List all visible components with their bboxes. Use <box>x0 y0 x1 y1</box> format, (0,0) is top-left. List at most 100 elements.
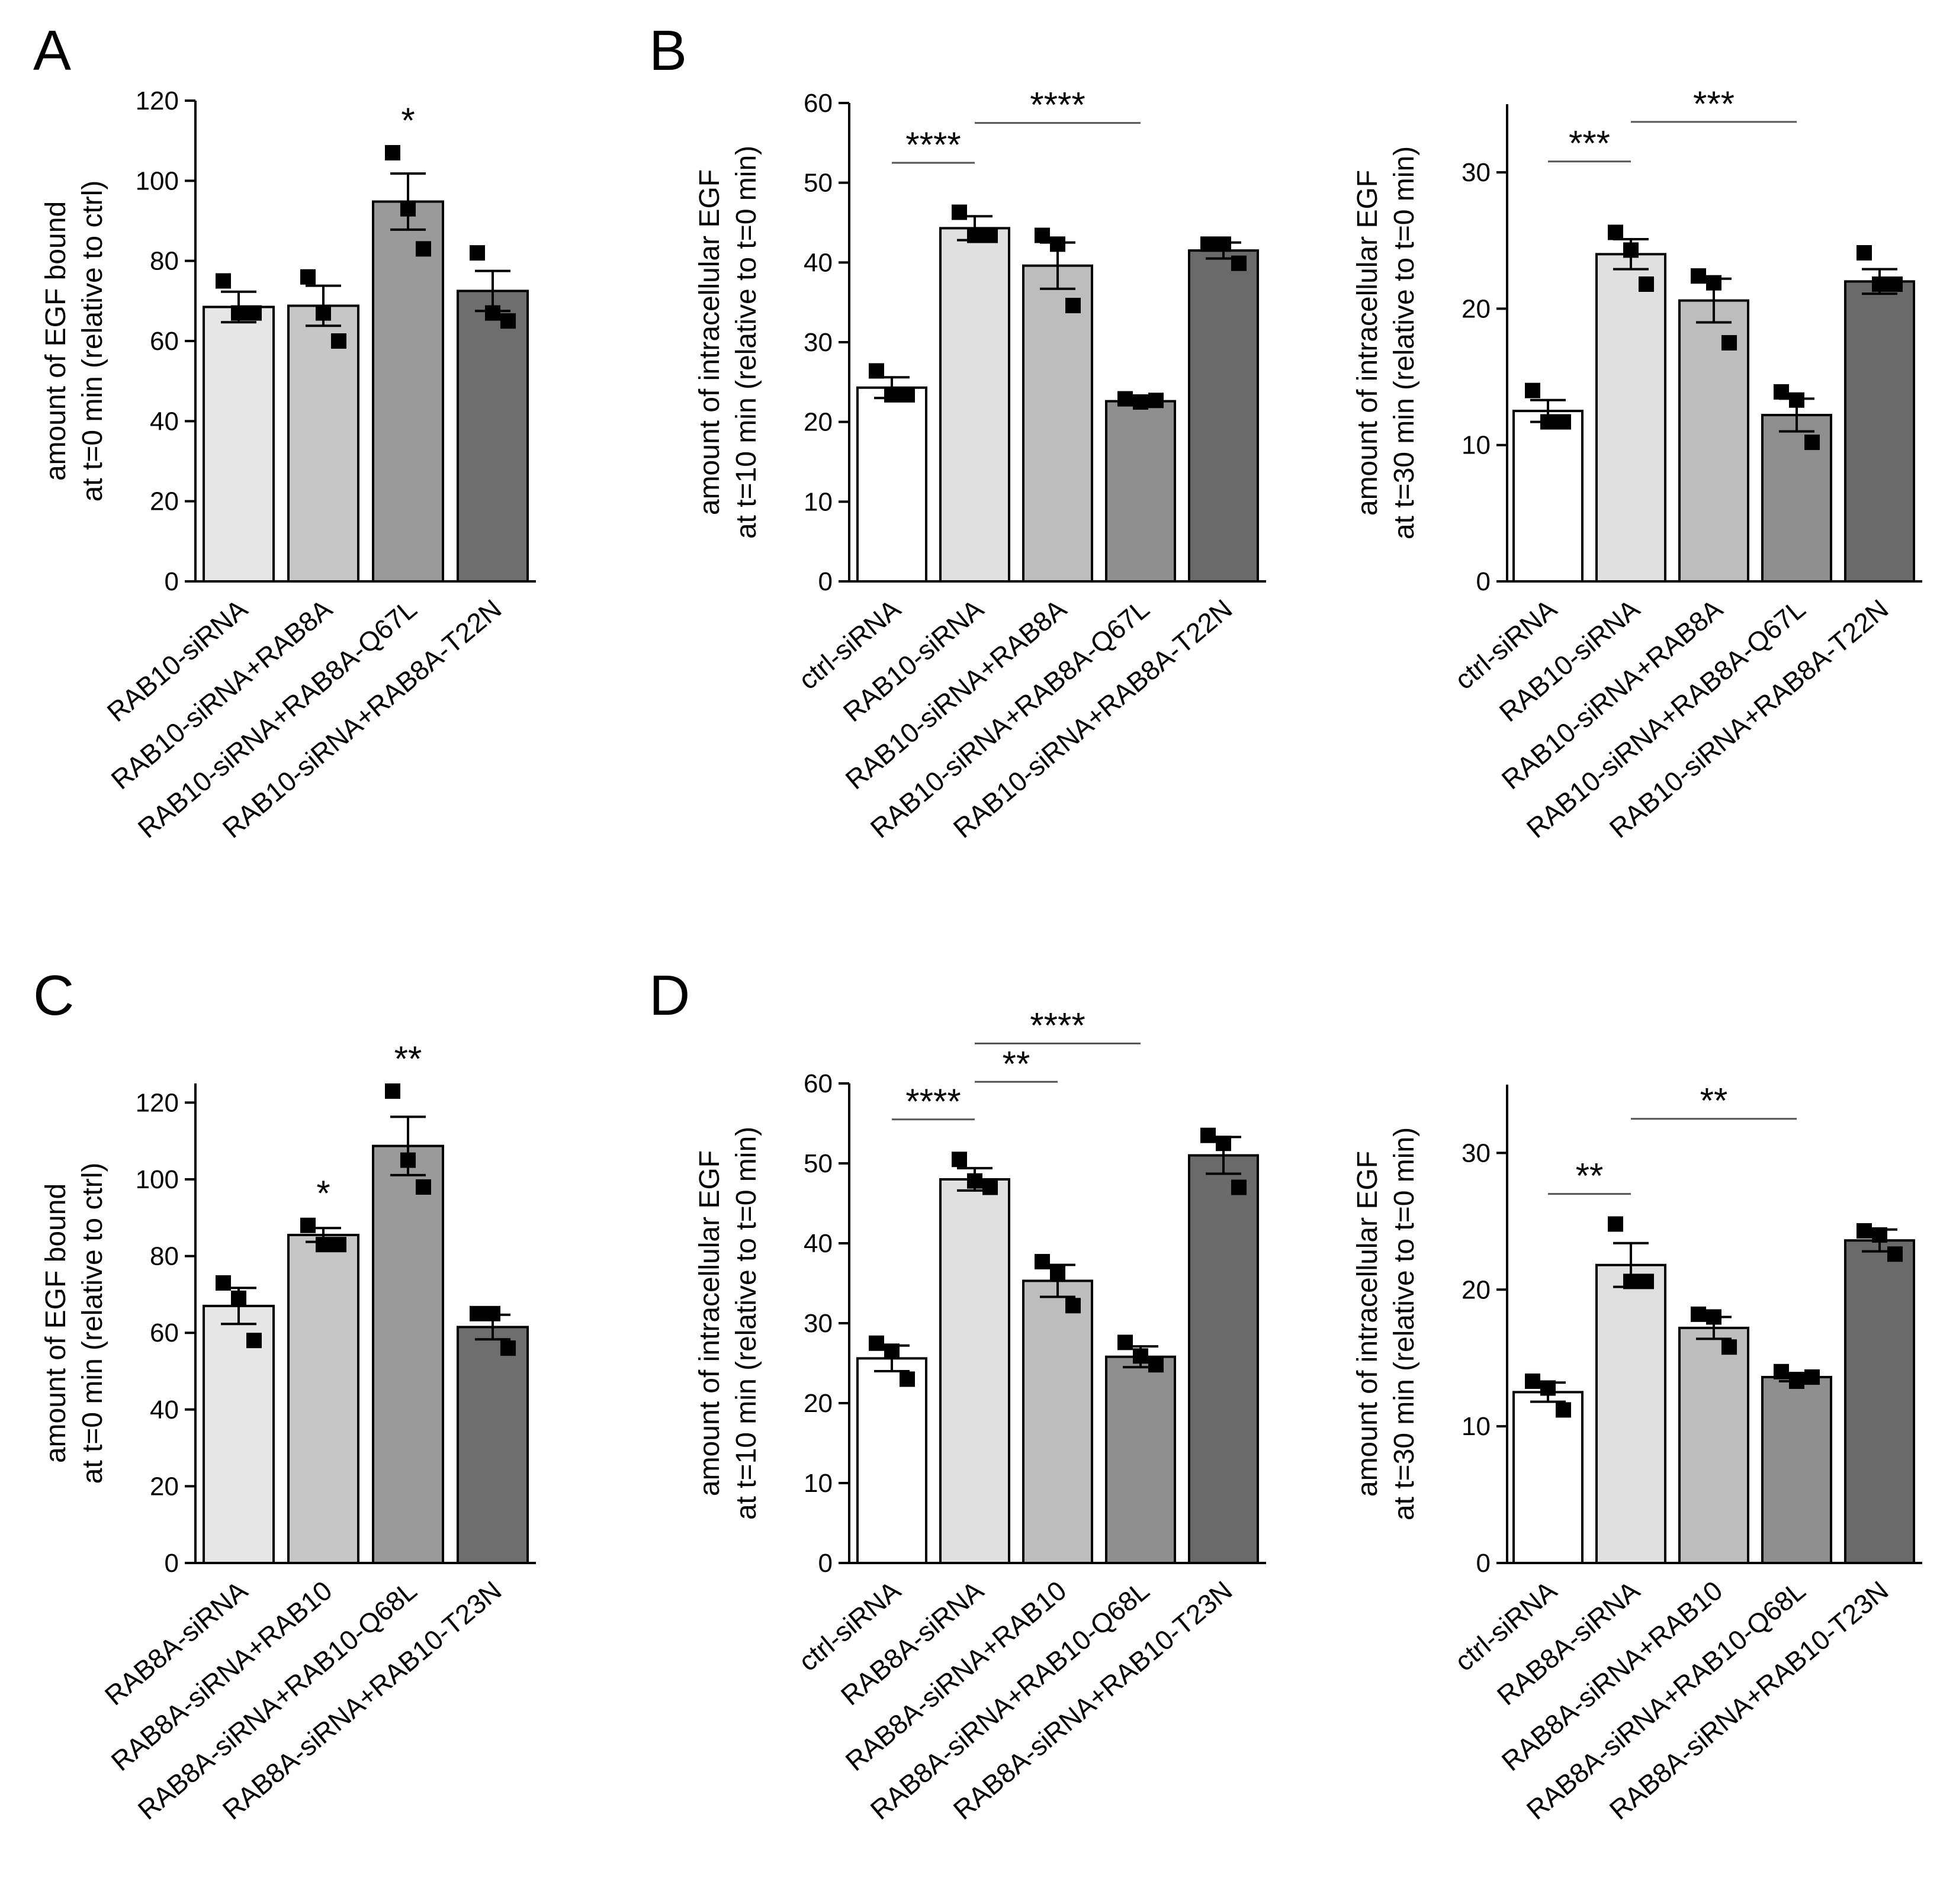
data-point <box>385 144 400 160</box>
comparison-annotation: *** <box>1569 124 1610 163</box>
data-point <box>316 1237 331 1253</box>
y-tick-label: 0 <box>1476 1549 1491 1578</box>
y-tick-label: 0 <box>818 567 833 596</box>
data-point <box>1133 394 1148 410</box>
data-point <box>1216 236 1231 252</box>
data-point <box>1065 298 1081 314</box>
data-point <box>1887 1246 1903 1262</box>
y-tick-label: 30 <box>1462 158 1491 187</box>
bar <box>1761 1376 1832 1564</box>
y-axis-label: amount of intracellular EGF <box>694 1150 725 1496</box>
y-tick-label: 60 <box>150 327 179 356</box>
data-point <box>1200 1127 1216 1143</box>
data-point <box>967 227 982 243</box>
chart-d-30min: 0 10 20 30 amount of intracellular EGF at t=3… <box>1352 1081 1922 1825</box>
bar <box>457 1326 529 1564</box>
bar <box>287 304 359 583</box>
bar <box>939 227 1010 583</box>
data-point <box>1691 1306 1706 1322</box>
data-point <box>1774 1363 1789 1379</box>
bar <box>1844 280 1915 583</box>
data-point <box>952 1152 967 1168</box>
panel-label-b: B <box>649 19 687 82</box>
data-point <box>869 1335 884 1351</box>
data-point <box>1789 392 1804 408</box>
y-tick-label: 80 <box>150 247 179 276</box>
y-tick-label: 20 <box>150 487 179 516</box>
bar <box>1678 1326 1749 1565</box>
data-point <box>1216 1136 1231 1152</box>
y-tick-label: 40 <box>804 248 833 277</box>
panel-label-c: C <box>33 964 74 1027</box>
data-point <box>231 1290 246 1306</box>
data-point <box>216 273 231 289</box>
data-point <box>331 1237 346 1253</box>
data-point <box>485 305 500 321</box>
y-tick-label: 100 <box>136 166 179 195</box>
data-point <box>1623 242 1639 258</box>
bar <box>1844 1239 1915 1565</box>
y-tick-label: 10 <box>1462 1412 1491 1441</box>
bar <box>457 290 529 583</box>
data-point <box>300 1217 316 1233</box>
data-point <box>952 204 967 220</box>
bar <box>203 1304 275 1565</box>
data-point <box>1231 255 1247 271</box>
data-point <box>1639 1273 1654 1289</box>
y-tick-label: 50 <box>804 1149 833 1178</box>
y-axis-label: amount of EGF bound <box>40 1183 72 1463</box>
data-point <box>1691 268 1706 284</box>
bar <box>1188 249 1259 583</box>
y-tick-label: 40 <box>150 407 179 436</box>
bar <box>1022 1279 1093 1564</box>
data-point <box>1721 335 1737 350</box>
y-tick-label: 20 <box>804 408 833 437</box>
y-tick-label: 20 <box>150 1472 179 1501</box>
data-point <box>1556 1402 1571 1418</box>
y-tick-label: 10 <box>804 1469 833 1498</box>
panel-label-d: D <box>649 964 690 1027</box>
data-point <box>1872 1227 1887 1243</box>
bar <box>1595 253 1666 583</box>
y-tick-label: 60 <box>150 1318 179 1347</box>
bar <box>372 1144 444 1564</box>
data-point <box>416 241 431 257</box>
data-point <box>1133 1348 1148 1364</box>
y-tick-label: 60 <box>804 89 833 118</box>
significance-annotation: * <box>316 1173 330 1213</box>
y-tick-label: 120 <box>136 86 179 115</box>
bar <box>1022 264 1093 583</box>
comparison-annotation: **** <box>1030 1006 1085 1046</box>
data-point <box>485 1305 500 1321</box>
data-point <box>1804 1369 1820 1385</box>
y-tick-label: 30 <box>804 1309 833 1338</box>
y-axis-label: at t=0 min (relative to ctrl) <box>77 181 108 502</box>
y-tick-label: 40 <box>150 1395 179 1424</box>
y-axis-label: at t=10 min (relative to t=0 min) <box>731 146 762 539</box>
bar <box>856 1357 927 1564</box>
bar <box>1512 1391 1584 1564</box>
data-point <box>1148 393 1164 409</box>
y-tick-label: 20 <box>1462 1275 1491 1304</box>
bar <box>1105 400 1176 583</box>
bar <box>287 1233 359 1564</box>
data-point <box>1231 1179 1247 1195</box>
comparison-annotation: **** <box>905 125 961 165</box>
data-point <box>900 1371 915 1387</box>
data-point <box>1608 1216 1623 1232</box>
bar <box>1188 1154 1259 1564</box>
data-point <box>470 1305 485 1321</box>
comparison-annotation: ** <box>1576 1156 1604 1196</box>
data-point <box>1117 1334 1133 1350</box>
data-point <box>967 1173 982 1189</box>
data-point <box>982 227 998 243</box>
data-point <box>1857 1223 1872 1239</box>
data-point <box>1774 384 1789 400</box>
data-point <box>1623 1273 1639 1289</box>
comparison-annotation: *** <box>1693 84 1735 124</box>
data-point <box>1117 391 1133 407</box>
bar <box>1595 1263 1666 1565</box>
data-point <box>1035 1254 1050 1270</box>
significance-annotation: ** <box>394 1039 422 1079</box>
